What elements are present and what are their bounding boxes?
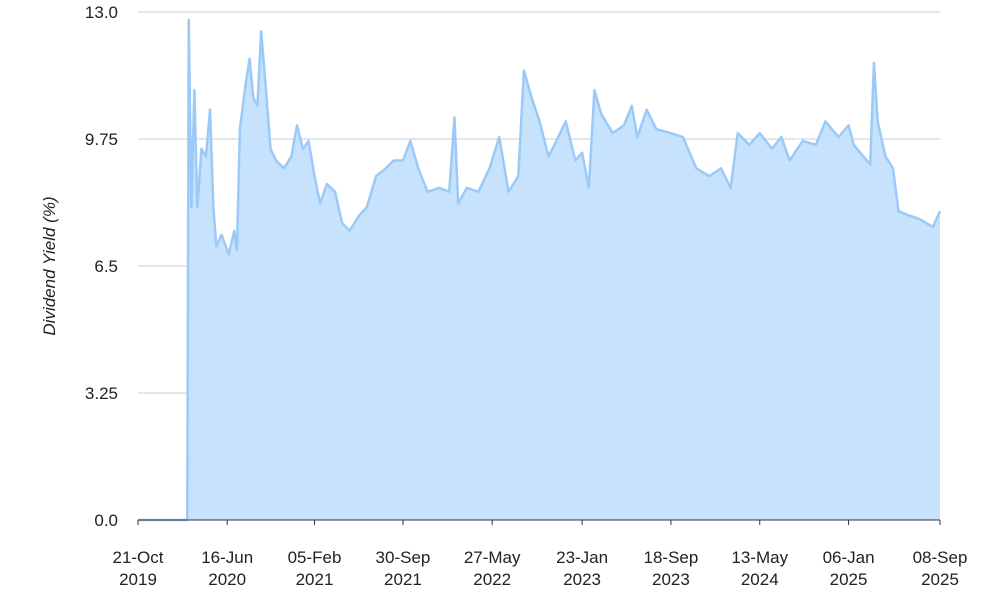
y-axis-label: Dividend Yield (%) bbox=[40, 196, 59, 335]
y-tick-label: 13.0 bbox=[85, 3, 118, 22]
y-tick-label: 3.25 bbox=[85, 384, 118, 403]
y-tick-label: 6.5 bbox=[94, 257, 118, 276]
area-line bbox=[138, 18, 942, 522]
x-tick-label: 30-Sep 2021 bbox=[376, 548, 431, 589]
area-fill bbox=[138, 19, 940, 520]
x-tick-label: 16-Jun 2020 bbox=[201, 548, 253, 589]
y-tick-label: 9.75 bbox=[85, 130, 118, 149]
y-tick-label: 0.0 bbox=[94, 511, 118, 530]
x-tick-label: 13-May 2024 bbox=[731, 548, 788, 589]
x-tick-label: 05-Feb 2021 bbox=[288, 548, 342, 589]
x-tick-label: 23-Jan 2023 bbox=[556, 548, 608, 589]
x-tick-label: 08-Sep 2025 bbox=[913, 548, 968, 589]
x-tick-label: 27-May 2022 bbox=[464, 548, 521, 589]
x-tick-label: 06-Jan 2025 bbox=[823, 548, 875, 589]
x-tick-label: 18-Sep 2023 bbox=[644, 548, 699, 589]
x-tick-label: 21-Oct 2019 bbox=[112, 548, 163, 589]
